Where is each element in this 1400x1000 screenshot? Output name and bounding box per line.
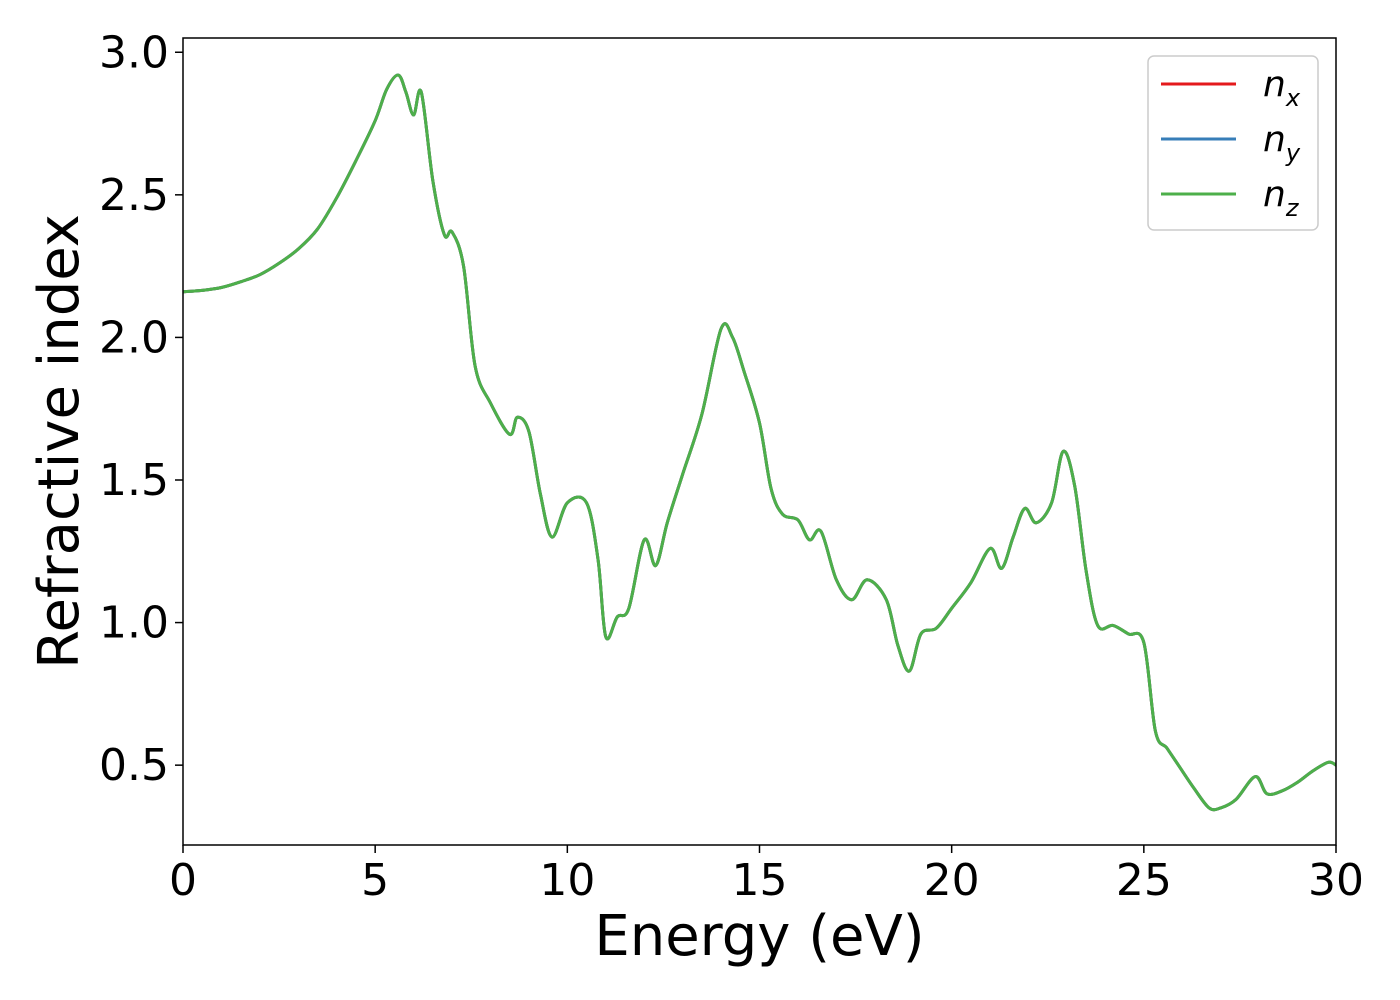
y-tick-label: 0.5 (99, 740, 169, 791)
legend-label-subscript: x (1285, 84, 1301, 112)
y-tick-label: 1.5 (99, 455, 169, 506)
series-layer (182, 73, 1337, 812)
legend-label-main: n (1263, 174, 1286, 215)
x-tick-label: 30 (1308, 855, 1364, 906)
legend-label-ny: ny (1263, 119, 1301, 167)
y-axis-label: Refractive index (27, 214, 92, 669)
y-tick-label: 1.0 (99, 598, 169, 649)
legend-label-main: n (1263, 64, 1286, 105)
x-tick-label: 25 (1116, 855, 1172, 906)
x-tick-label: 10 (539, 855, 595, 906)
x-tick-label: 20 (924, 855, 980, 906)
legend-label-nz: nz (1263, 174, 1300, 222)
x-tick-label: 0 (169, 855, 197, 906)
x-axis-ticks: 0 5 10 15 20 25 30 (169, 845, 1364, 906)
x-axis-label: Energy (eV) (594, 904, 924, 969)
legend-box (1147, 55, 1319, 231)
legend-label-subscript: z (1285, 194, 1300, 222)
series-line-nz (182, 73, 1337, 812)
legend-label-main: n (1263, 119, 1286, 160)
legend-label-nx: nx (1263, 64, 1301, 112)
y-tick-label: 2.5 (99, 170, 169, 221)
y-tick-label: 2.0 (99, 312, 169, 363)
x-tick-label: 15 (732, 855, 788, 906)
legend-label-subscript: y (1285, 139, 1301, 167)
x-tick-label: 5 (361, 855, 389, 906)
y-tick-label: 3.0 (99, 27, 169, 78)
y-axis-ticks: 0.5 1.0 1.5 2.0 2.5 3.0 (99, 27, 183, 791)
